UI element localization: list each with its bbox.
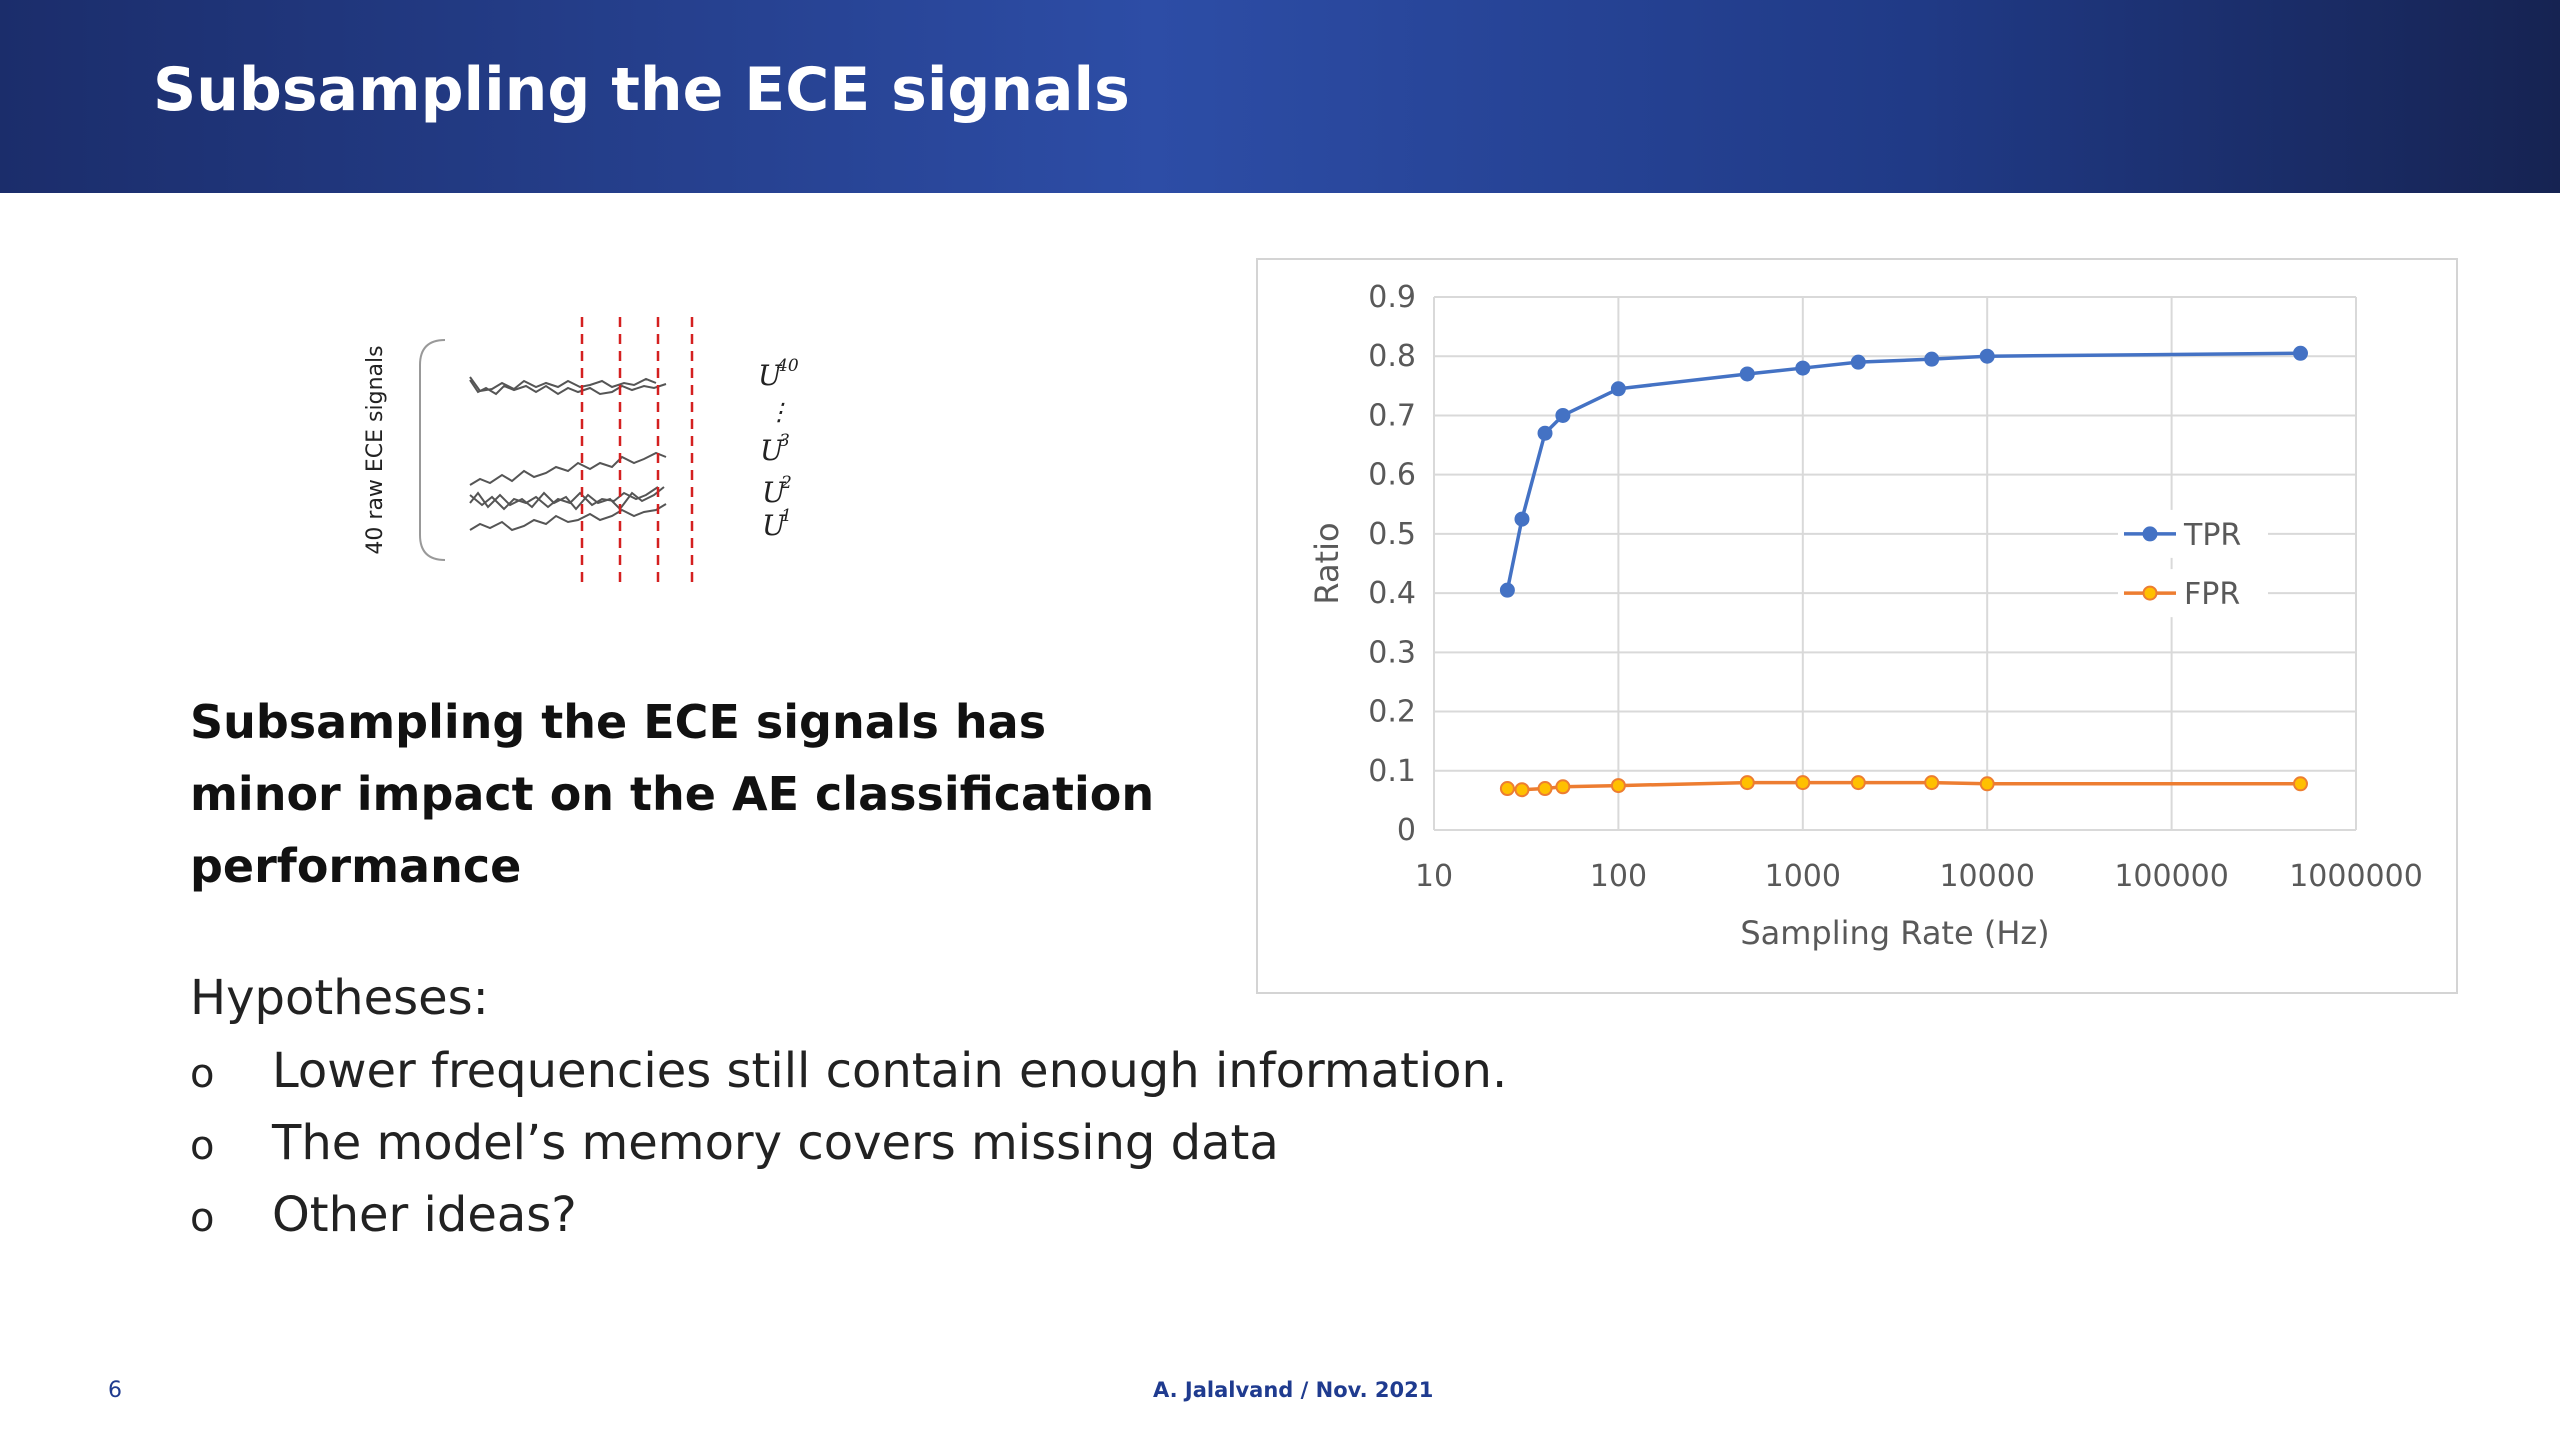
data-point-fpr (1537, 781, 1553, 797)
label-u40-sup: 40 (776, 356, 799, 376)
data-point-tpr (1979, 348, 1995, 364)
hypothesis-text: The model’s memory covers missing data (272, 1115, 1279, 1171)
label-u1: U (762, 509, 787, 542)
label-u2: U (762, 476, 787, 509)
signal-u3 (469, 451, 667, 486)
y-axis-label: Ratio (1308, 522, 1346, 604)
y-tick-label: 0.9 (1368, 280, 1416, 315)
data-point-fpr (1850, 775, 1866, 791)
ratio-vs-sampling-rate-chart: 0 0.1 0.2 0.3 0.4 0.5 0.6 0.7 0.8 0.9 10 100 1000 100… (1308, 280, 2423, 952)
x-tick-label: 100000 (2114, 859, 2229, 894)
data-point-tpr (1499, 582, 1515, 598)
hypothesis-item: o Other ideas? (190, 1187, 577, 1243)
slide-title: Subsampling the ECE signals (153, 55, 1130, 125)
x-tick-label: 1000000 (2289, 859, 2423, 894)
data-point-tpr (1555, 407, 1571, 423)
bullet-marker: o (190, 1195, 215, 1241)
data-point-tpr (1610, 381, 1626, 397)
label-u1-sup: 1 (781, 506, 792, 526)
signal-lines (469, 376, 667, 532)
x-tick-label: 10000 (1939, 859, 2034, 894)
data-point-fpr (1924, 775, 1940, 791)
y-tick-label: 0.3 (1368, 635, 1416, 670)
signal-u2-b (469, 486, 659, 511)
y-tick-label: 0.4 (1368, 576, 1416, 611)
y-tick-label: 0.7 (1368, 398, 1416, 433)
headline: Subsampling the ECE signals has minor im… (190, 695, 1155, 893)
data-point-tpr (1795, 360, 1811, 376)
bullet-marker: o (190, 1051, 215, 1097)
data-point-fpr (1979, 776, 1995, 792)
data-point-fpr (1739, 775, 1755, 791)
data-point-tpr (1850, 354, 1866, 370)
data-point-fpr (2292, 776, 2308, 792)
series-line-fpr (1507, 780, 2301, 792)
data-point-fpr (1610, 778, 1626, 794)
label-u3-sup: 3 (779, 431, 790, 451)
signals-vertical-label: 40 raw ECE signals (363, 345, 388, 554)
label-u40: U (758, 359, 783, 392)
sampling-markers (580, 317, 694, 583)
y-tick-label: 0.5 (1368, 517, 1416, 552)
signals-brace (419, 339, 446, 561)
hypothesis-item: o Lower frequencies still contain enough … (190, 1043, 1507, 1099)
legend-label-tpr: TPR (2183, 518, 2241, 553)
label-u3: U (760, 434, 785, 467)
data-point-fpr (1499, 781, 1515, 797)
legend-marker-tpr (2142, 526, 2158, 542)
hypothesis-item: o The model’s memory covers missing data (190, 1115, 1279, 1171)
signal-u2 (469, 486, 665, 511)
y-tick-label: 0.1 (1368, 754, 1416, 789)
data-point-tpr (1514, 511, 1530, 527)
ece-signals-figure: 40 raw ECE signals U 40 ⋮ U 3 U 2 U 1 (363, 317, 799, 583)
legend-label-fpr: FPR (2184, 577, 2240, 612)
data-point-tpr (1739, 366, 1755, 382)
y-tick-label: 0.2 (1368, 695, 1416, 730)
data-point-tpr (1537, 425, 1553, 441)
data-point-tpr (2292, 345, 2308, 361)
hypothesis-text: Lower frequencies still contain enough i… (272, 1043, 1508, 1099)
signal-u40 (469, 379, 667, 396)
footer-author: A. Jalalvand / Nov. 2021 (1153, 1378, 1434, 1402)
title-bar: Subsampling the ECE signals (0, 0, 2560, 193)
y-tick-label: 0.6 (1368, 458, 1416, 493)
x-tick-label: 100 (1590, 859, 1647, 894)
data-point-tpr (1924, 351, 1940, 367)
signal-u40-b (469, 376, 657, 393)
data-point-fpr (1795, 775, 1811, 791)
label-u2-sup: 2 (780, 473, 792, 493)
page-number: 6 (108, 1378, 122, 1403)
legend-marker-fpr (2142, 585, 2158, 601)
y-tick-label: 0.8 (1368, 339, 1416, 374)
signal-u1 (469, 503, 667, 532)
x-axis-label: Sampling Rate (Hz) (1740, 914, 2049, 952)
y-tick-label: 0 (1397, 813, 1416, 848)
signals-ellipsis: ⋮ (767, 398, 791, 426)
data-point-fpr (1555, 779, 1571, 795)
x-tick-label: 10 (1415, 859, 1453, 894)
chart-container: 0 0.1 0.2 0.3 0.4 0.5 0.6 0.7 0.8 0.9 10 100 1000 100… (1256, 258, 2458, 994)
bullet-marker: o (190, 1123, 215, 1169)
hypotheses-label: Hypotheses: (190, 970, 489, 1026)
x-tick-label: 1000 (1765, 859, 1841, 894)
data-point-fpr (1514, 782, 1530, 798)
hypothesis-text: Other ideas? (272, 1187, 577, 1243)
